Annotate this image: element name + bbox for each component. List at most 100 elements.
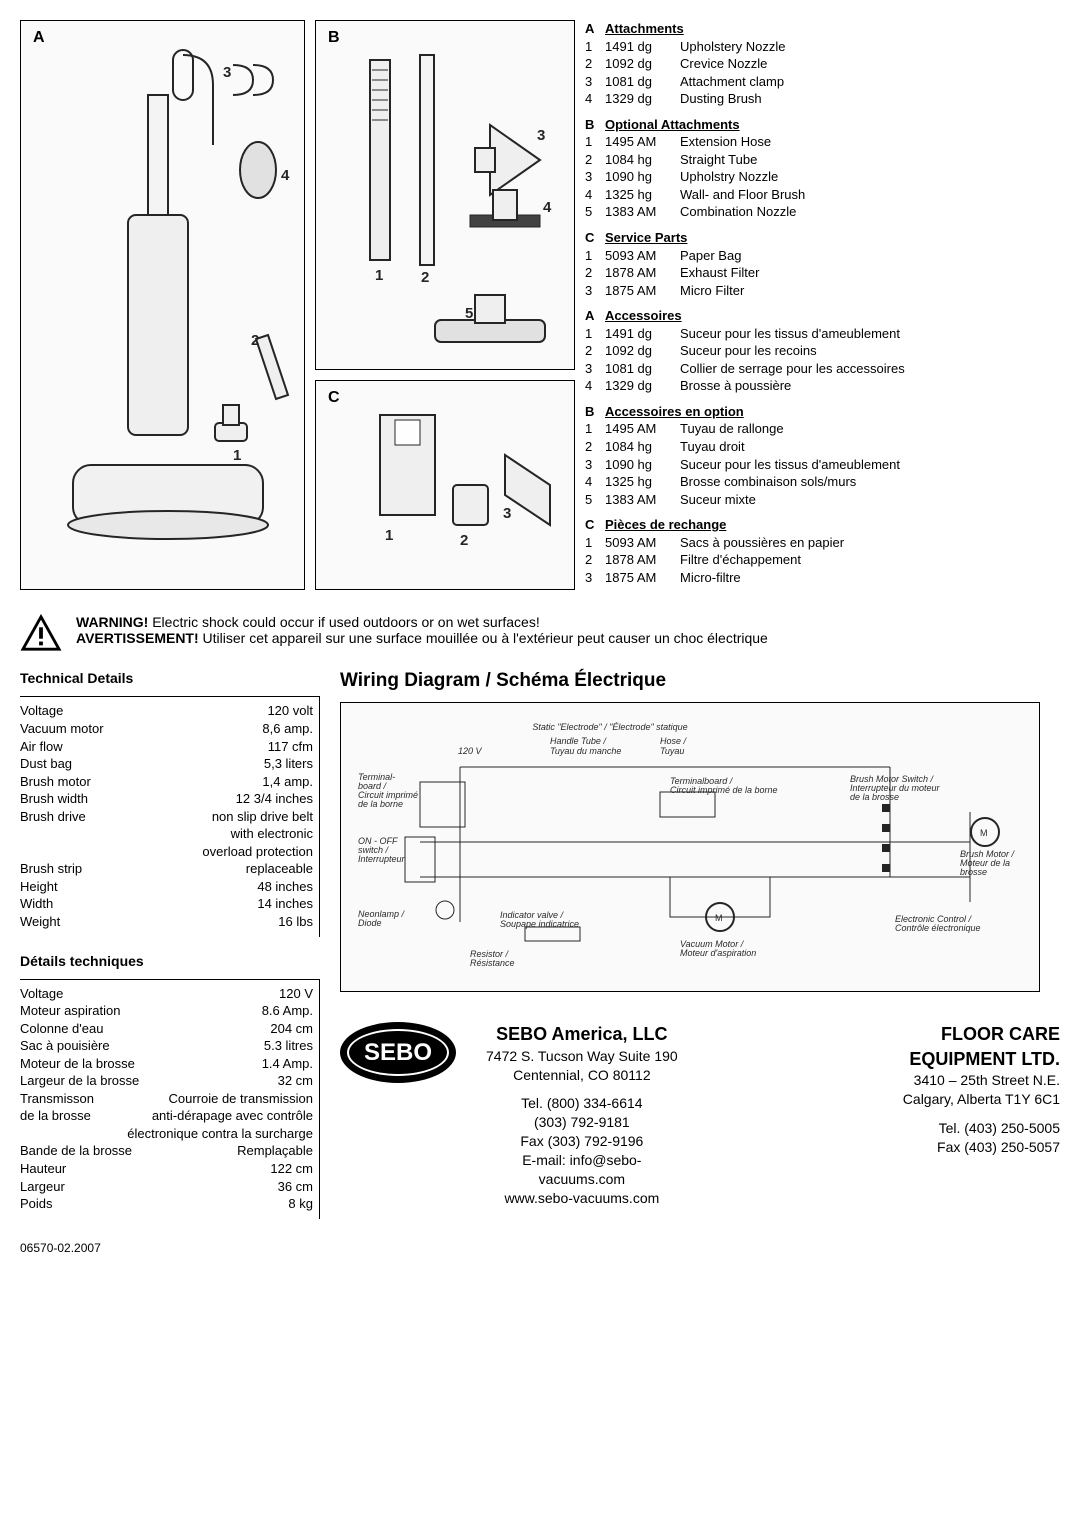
diagram-box-a: A 3 4 2 1 <box>20 20 305 590</box>
tech-row: Brush motor1,4 amp. <box>20 773 313 791</box>
parts-row: 21084 hgTuyau droit <box>585 438 1060 456</box>
contact1-addr2: Centennial, CO 80112 <box>486 1066 678 1085</box>
tech-row: Sac à pouisière5.3 litres <box>20 1037 313 1055</box>
tech-table-en: Voltage120 voltVacuum motor8,6 amp.Air f… <box>20 696 320 936</box>
parts-section-B: BOptional Attachments11495 AMExtension H… <box>585 116 1060 221</box>
tech-row: Brush drivenon slip drive belt <box>20 808 313 826</box>
svg-text:3: 3 <box>537 127 545 144</box>
svg-text:4: 4 <box>281 167 290 184</box>
wlabel-terminal: Terminal-board /Circuit impriméde la bor… <box>358 772 418 809</box>
diagram-box-c: C 1 2 3 <box>315 380 575 590</box>
parts-section-A2: AAccessoires11491 dgSuceur pour les tiss… <box>585 307 1060 395</box>
warning-block: WARNING! Electric shock could occur if u… <box>20 614 1060 655</box>
parts-section-B2: BAccessoires en option11495 AMTuyau de r… <box>585 403 1060 508</box>
tech-row: TransmissonCourroie de transmission <box>20 1090 313 1108</box>
parts-section-A: AAttachments11491 dgUpholstery Nozzle210… <box>585 20 1060 108</box>
tech-row: Dust bag5,3 liters <box>20 755 313 773</box>
tech-row: Weight16 lbs <box>20 913 313 931</box>
warning-en-bold: WARNING! <box>76 614 148 630</box>
contact1-fax: Fax (303) 792-9196 <box>486 1132 678 1151</box>
contact2-tel: Tel. (403) 250-5005 <box>903 1119 1060 1138</box>
tech-row: Brush stripreplaceable <box>20 860 313 878</box>
contact2-addr1: 3410 – 25th Street N.E. <box>903 1071 1060 1090</box>
parts-row: 15093 AMPaper Bag <box>585 247 1060 265</box>
parts-row: 15093 AMSacs à poussières en papier <box>585 534 1060 552</box>
tech-fr-title: Détails techniques <box>20 953 320 969</box>
tech-row: Moteur aspiration8.6 Amp. <box>20 1002 313 1020</box>
tech-row: Bande de la brosseRemplaçable <box>20 1142 313 1160</box>
parts-row: 31081 dgCollier de serrage pour les acce… <box>585 360 1060 378</box>
tech-row: Brush width12 3/4 inches <box>20 790 313 808</box>
contact-sebo: SEBO America, LLC 7472 S. Tucson Way Sui… <box>486 1022 678 1207</box>
top-diagrams: A 3 4 2 1 <box>20 20 1060 594</box>
warning-text: WARNING! Electric shock could occur if u… <box>76 614 768 646</box>
wlabel-brushmotor: Brush Motor /Moteur de labrosse <box>960 849 1016 877</box>
wlabel-indicator: Indicator valve /Soupape indicatrice <box>500 910 579 929</box>
tech-row: Height48 inches <box>20 878 313 896</box>
technical-column: Technical Details Voltage120 voltVacuum … <box>20 670 320 1254</box>
attachments-illustration: 1 2 3 4 5 <box>325 30 565 360</box>
vacuum-illustration: 3 4 2 1 <box>33 35 293 575</box>
service-parts-illustration: 1 2 3 <box>325 390 565 580</box>
wlabel-120v: 120 V <box>458 746 483 756</box>
doc-number: 06570-02.2007 <box>20 1241 320 1255</box>
contact1-addr1: 7472 S. Tucson Way Suite 190 <box>486 1047 678 1066</box>
parts-row: 31081 dgAttachment clamp <box>585 73 1060 91</box>
parts-row: 11491 dgUpholstery Nozzle <box>585 38 1060 56</box>
wlabel-neon: Neonlamp /Diode <box>358 909 406 928</box>
parts-row: 41325 hgWall- and Floor Brush <box>585 186 1060 204</box>
svg-text:3: 3 <box>223 64 231 81</box>
wlabel-vacmotor: Vacuum Motor /Moteur d'aspiration <box>680 939 756 958</box>
wlabel-handle: Handle Tube /Tuyau du manche <box>550 736 621 756</box>
parts-row: 21878 AMExhaust Filter <box>585 264 1060 282</box>
bc-column: B 1 2 3 4 <box>315 20 575 594</box>
contact2-fax: Fax (403) 250-5057 <box>903 1138 1060 1157</box>
contact1-email: E-mail: info@sebo- <box>486 1151 678 1170</box>
parts-row: 21084 hgStraight Tube <box>585 151 1060 169</box>
contact2-name: FLOOR CARE <box>903 1022 1060 1046</box>
contact1-web: www.sebo-vacuums.com <box>486 1189 678 1208</box>
parts-row: 51383 AMCombination Nozzle <box>585 203 1060 221</box>
contact1-tel1: Tel. (800) 334-6614 <box>486 1094 678 1113</box>
contact1-email2: vacuums.com <box>486 1170 678 1189</box>
svg-text:1: 1 <box>385 527 393 544</box>
parts-row: 11495 AMTuyau de rallonge <box>585 420 1060 438</box>
wlabel-electronic: Electronic Control /Contrôle électroniqu… <box>895 914 981 933</box>
diagram-box-b: B 1 2 3 4 <box>315 20 575 370</box>
warning-icon <box>20 614 62 655</box>
svg-text:4: 4 <box>543 199 552 216</box>
tech-row: Moteur de la brosse1.4 Amp. <box>20 1055 313 1073</box>
tech-row: de la brosseanti-dérapage avec contrôle <box>20 1107 313 1125</box>
contact1-name: SEBO America, LLC <box>486 1022 678 1046</box>
tech-row: Voltage120 volt <box>20 702 313 720</box>
parts-row: 21092 dgCrevice Nozzle <box>585 55 1060 73</box>
tech-row: Air flow117 cfm <box>20 738 313 756</box>
svg-text:2: 2 <box>251 332 259 349</box>
parts-section-C: CService Parts15093 AMPaper Bag21878 AME… <box>585 229 1060 299</box>
parts-row: 31090 hgSuceur pour les tissus d'ameuble… <box>585 456 1060 474</box>
parts-row: 11491 dgSuceur pour les tissus d'ameuble… <box>585 325 1060 343</box>
svg-text:1: 1 <box>233 447 241 464</box>
bottom-section: Technical Details Voltage120 voltVacuum … <box>20 670 1060 1254</box>
tech-en-title: Technical Details <box>20 670 320 686</box>
tech-row: Poids8 kg <box>20 1195 313 1213</box>
contact2-name2: EQUIPMENT LTD. <box>903 1047 1060 1071</box>
warning-fr: Utiliser cet appareil sur une surface mo… <box>199 630 768 646</box>
svg-text:1: 1 <box>375 267 383 284</box>
contact1-tel2: (303) 792-9181 <box>486 1113 678 1132</box>
wlabel-brushswitch: Brush Motor Switch /Interrupteur du mote… <box>850 774 941 802</box>
parts-row: 41325 hgBrosse combinaison sols/murs <box>585 473 1060 491</box>
tech-row: with electronic <box>20 825 313 843</box>
svg-text:3: 3 <box>503 505 511 522</box>
wiring-diagram: M M Static "Electrode" / "Électrode" sta… <box>350 712 1030 982</box>
brand-logo: SEBO <box>340 1022 456 1083</box>
tech-row: électronique contra la surcharge <box>20 1125 313 1143</box>
footer: SEBO SEBO America, LLC 7472 S. Tucson Wa… <box>340 1022 1060 1207</box>
parts-list: AAttachments11491 dgUpholstery Nozzle210… <box>585 20 1060 594</box>
tech-table-fr: Voltage120 VMoteur aspiration8.6 Amp.Col… <box>20 979 320 1219</box>
tech-row: Hauteur122 cm <box>20 1160 313 1178</box>
parts-section-C2: CPièces de rechange15093 AMSacs à poussi… <box>585 516 1060 586</box>
parts-row: 21878 AMFiltre d'échappement <box>585 551 1060 569</box>
parts-row: 41329 dgBrosse à poussière <box>585 377 1060 395</box>
warning-en: Electric shock could occur if used outdo… <box>148 614 539 630</box>
